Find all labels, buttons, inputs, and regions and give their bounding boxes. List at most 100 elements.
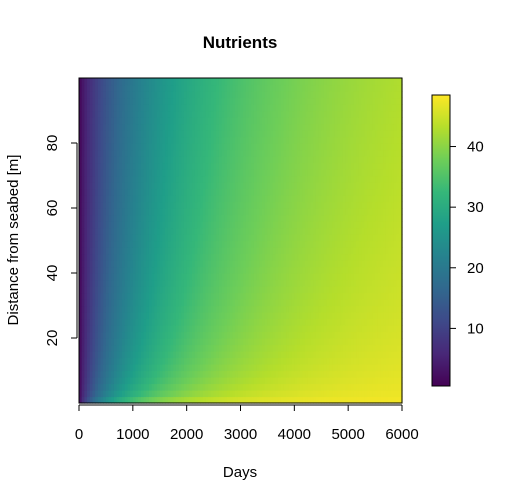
heatmap-cell [84,214,88,222]
heatmap-cell [205,84,209,92]
heatmap-cell [138,208,142,216]
heatmap-cell [302,305,306,313]
heatmap-cell [173,97,177,105]
heatmap-cell [248,253,252,261]
heatmap-cell [87,260,91,268]
heatmap-cell [253,344,258,352]
heatmap-cell [105,188,110,196]
heatmap-cell [178,247,182,255]
heatmap-cell [162,390,166,398]
heatmap-cell [216,325,220,333]
heatmap-cell [130,260,134,268]
heatmap-cell [272,117,277,125]
heatmap-cell [200,299,204,307]
heatmap-cell [122,195,126,203]
heatmap-cell [189,312,193,320]
heatmap-cell [278,344,282,352]
heatmap-cell [272,273,277,281]
heatmap-cell [89,221,94,229]
heatmap-cell [130,390,134,398]
heatmap-cell [173,175,177,183]
heatmap-cell [105,377,110,385]
heatmap-cell [302,234,306,242]
heatmap-cell [183,91,188,99]
heatmap-cell [259,377,263,385]
heatmap-cell [302,123,306,131]
heatmap-cell [116,370,120,378]
heatmap-cell [213,331,217,339]
heatmap-cell [340,312,344,320]
heatmap-cell [288,123,293,131]
heatmap-cell [178,377,182,385]
heatmap-cell [216,260,220,268]
heatmap-cell [291,279,295,287]
heatmap-cell [243,344,247,352]
heatmap-cell [213,390,217,398]
heatmap-cell [221,182,225,190]
heatmap-cell [208,195,212,203]
heatmap-cell [342,396,347,404]
heatmap-cell [245,383,250,391]
heatmap-cell [97,318,102,326]
heatmap-cell [262,260,266,268]
heatmap-cell [178,175,182,183]
heatmap-cell [127,383,131,391]
heatmap-cell [124,188,129,196]
heatmap-cell [256,305,260,313]
heatmap-cell [315,97,320,105]
heatmap-cell [337,292,341,300]
heatmap-cell [299,364,304,372]
heatmap-cell [103,390,107,398]
heatmap-cell [192,325,196,333]
heatmap-cell [321,370,325,378]
heatmap-cell [332,117,336,125]
heatmap-cell [197,240,201,248]
heatmap-cell [192,156,196,164]
heatmap-cell [235,130,239,138]
heatmap-cell [122,123,126,131]
heatmap-cell [262,214,266,222]
heatmap-cell [286,84,290,92]
heatmap-cell [81,325,85,333]
heatmap-cell [116,286,120,294]
heatmap-cell [81,175,85,183]
heatmap-cell [135,377,139,385]
heatmap-cell [229,97,234,105]
heatmap-cell [183,221,188,229]
heatmap-cell [143,156,147,164]
heatmap-cell [259,227,263,235]
heatmap-cell [210,104,215,112]
heatmap-cell [138,169,142,177]
heatmap-cell [240,149,244,157]
heatmap-cell [159,91,164,99]
heatmap-cell [286,383,290,391]
heatmap-cell [256,325,260,333]
heatmap-cell [132,156,137,164]
heatmap-cell [146,377,150,385]
heatmap-cell [95,377,99,385]
heatmap-cell [119,331,123,339]
heatmap-cell [89,364,94,372]
heatmap-cell [178,318,182,326]
heatmap-cell [342,234,347,242]
heatmap-cell [286,201,290,209]
heatmap-cell [103,299,107,307]
heatmap-cell [132,273,137,281]
heatmap-cell [275,104,279,112]
heatmap-cell [318,247,322,255]
heatmap-cell [224,175,228,183]
heatmap-cell [313,377,317,385]
heatmap-cell [248,383,252,391]
heatmap-cell [183,78,188,86]
heatmap-cell [334,351,338,359]
heatmap-cell [283,351,287,359]
heatmap-cell [218,110,223,118]
heatmap-cell [151,318,155,326]
heatmap-cell [197,325,201,333]
heatmap-cell [259,117,263,125]
heatmap-cell [111,286,115,294]
heatmap-cell [280,260,285,268]
heatmap-cell [100,273,104,281]
heatmap-cell [151,188,155,196]
heatmap-cell [138,344,142,352]
